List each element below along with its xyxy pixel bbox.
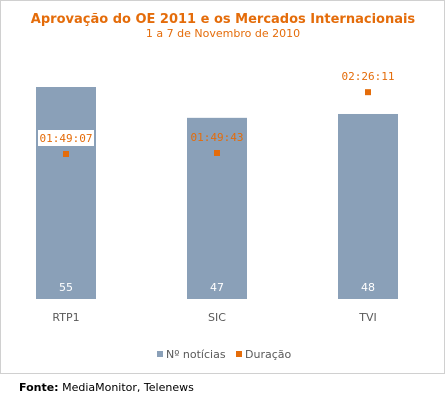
chart-subtitle: 1 a 7 de Novembro de 2010	[146, 27, 300, 40]
duration-label: 01:49:07	[40, 132, 93, 145]
bar-value-label: 48	[361, 281, 375, 294]
chart-title: Aprovação do OE 2011 e os Mercados Inter…	[31, 12, 416, 27]
chart-frame: Aprovação do OE 2011 e os Mercados Inter…	[0, 0, 445, 374]
duration-label: 02:26:11	[342, 70, 395, 83]
duration-marker-sic	[214, 149, 220, 156]
legend: Nº notícias Duração	[157, 348, 291, 361]
duration-marker-rtp1	[63, 151, 69, 157]
duration-label-background	[38, 130, 94, 146]
category-labels-group: RTP1 SIC TVI	[52, 311, 376, 324]
bar-value-label: 55	[59, 281, 73, 294]
source-text: MediaMonitor, Telenews	[62, 381, 194, 394]
bar-tvi	[338, 113, 398, 300]
bar-value-label: 47	[210, 281, 224, 294]
category-label-rtp1: RTP1	[52, 311, 79, 324]
bars-group: 55 47 48	[36, 87, 398, 300]
duration-markers-group: 01:49:07 01:49:43 02:26:11	[38, 70, 394, 157]
bar-rtp1	[36, 87, 96, 299]
duration-marker-tvi	[365, 89, 371, 96]
chart: Aprovação do OE 2011 e os Mercados Inter…	[31, 12, 416, 361]
legend-label-news: Nº notícias	[166, 348, 226, 361]
bar-sic	[187, 117, 247, 299]
legend-label-duration: Duração	[245, 348, 291, 361]
source-label: Fonte:	[19, 381, 59, 394]
source-note: Fonte: MediaMonitor, Telenews	[19, 381, 194, 394]
category-label-sic: SIC	[208, 311, 226, 324]
legend-swatch-news	[157, 351, 163, 357]
category-label-tvi: TVI	[358, 311, 377, 324]
legend-swatch-duration	[236, 351, 242, 357]
duration-label: 01:49:43	[191, 131, 244, 144]
